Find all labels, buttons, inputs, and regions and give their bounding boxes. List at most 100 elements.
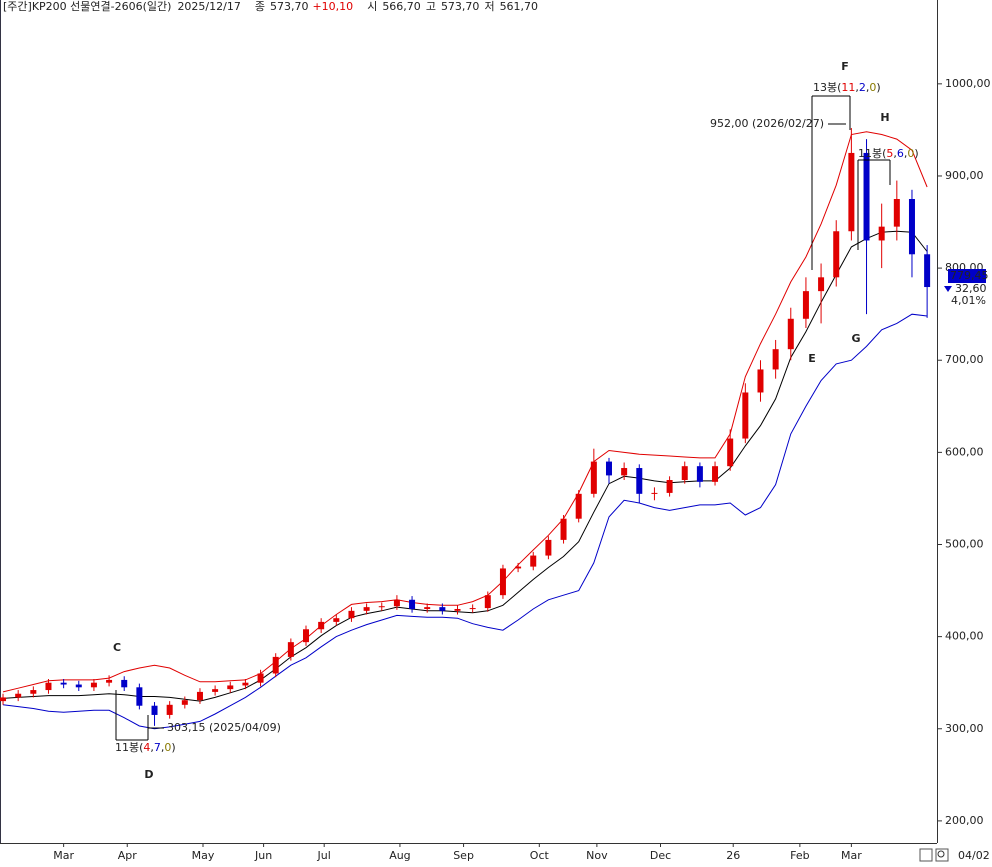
x-tick-label: Jul xyxy=(317,849,331,862)
header-low-label: 저 xyxy=(484,0,494,13)
extreme-label: 952,00 (2026/02/27) xyxy=(710,117,824,130)
candle-body xyxy=(484,595,491,609)
candle-body xyxy=(333,618,340,622)
x-tick-label: Mar xyxy=(53,849,74,862)
candle-body xyxy=(712,466,719,482)
header-date: 2025/12/17 xyxy=(177,0,240,13)
x-tick-label: Nov xyxy=(586,849,608,862)
candle-body xyxy=(560,518,567,540)
x-tick-label: Sep xyxy=(453,849,474,862)
y-tick-label: 1000,00 xyxy=(945,77,991,90)
y-tick-label: 900,00 xyxy=(945,169,984,182)
y-tick-label: 400,00 xyxy=(945,630,984,643)
candle-body xyxy=(681,466,688,481)
range-label-part: , xyxy=(150,741,154,754)
candle-body xyxy=(454,608,461,611)
candle-body xyxy=(409,599,416,609)
candle-body xyxy=(696,466,703,482)
candle-body xyxy=(575,493,582,519)
candle-body xyxy=(393,599,400,607)
x-tick-label: Feb xyxy=(790,849,809,862)
candle-body xyxy=(651,492,658,494)
last-change: 32,60 xyxy=(955,282,987,295)
range-label-part: ) xyxy=(914,147,918,160)
y-tick-label: 700,00 xyxy=(945,353,984,366)
candle-body xyxy=(469,608,476,610)
pattern-letter: G xyxy=(851,332,860,345)
candle-body xyxy=(893,199,900,227)
x-tick-label: May xyxy=(192,849,215,862)
candle-body xyxy=(287,642,294,657)
candle-body xyxy=(727,438,734,467)
candle-body xyxy=(257,673,264,683)
candle-body xyxy=(181,700,188,705)
header-close: 573,70 xyxy=(270,0,309,13)
range-label: 13봉(11,2,0) xyxy=(813,81,881,94)
header: [주간]KP200 선물연결-2606(일간) 2025/12/17 종 573,70… xyxy=(3,0,538,13)
x-tick-label: Apr xyxy=(118,849,138,862)
icon-button[interactable] xyxy=(919,848,933,862)
candle-body xyxy=(621,468,628,476)
candle-body xyxy=(848,152,855,232)
header-high: 573,70 xyxy=(441,0,480,13)
candle-body xyxy=(303,629,310,643)
candle-body xyxy=(90,682,97,688)
candle-body xyxy=(545,539,552,556)
x-tick-label: Oct xyxy=(530,849,550,862)
candle-body xyxy=(590,461,597,494)
x-tick-label: Mar xyxy=(841,849,862,862)
header-close-label: 종 xyxy=(255,0,265,13)
range-label: 11봉(5,6,0) xyxy=(858,147,919,160)
last-price-box xyxy=(948,269,986,283)
range-label-part: 0 xyxy=(164,741,171,754)
range-label-part: 6 xyxy=(897,147,904,160)
header-high-label: 고 xyxy=(426,0,436,13)
candle-body xyxy=(348,610,355,619)
candle-body xyxy=(272,656,279,674)
candle-body xyxy=(802,291,809,319)
candle-body xyxy=(515,566,522,569)
candle-body xyxy=(924,254,931,288)
candle-body xyxy=(0,697,7,702)
range-label-part: 7 xyxy=(154,741,161,754)
band-line xyxy=(2,230,928,702)
candle-body xyxy=(787,318,794,350)
candle-body xyxy=(742,392,749,439)
candle-body xyxy=(530,555,537,567)
candle-body xyxy=(121,679,128,688)
range-label-part: 2 xyxy=(859,81,866,94)
range-label-part: 0 xyxy=(869,81,876,94)
range-label-part: ) xyxy=(876,81,880,94)
pattern-letter: F xyxy=(841,60,849,73)
range-label-part: 0 xyxy=(907,147,914,160)
band-line xyxy=(2,131,928,693)
y-tick-label: 200,00 xyxy=(945,814,984,827)
x-tick-label: 26 xyxy=(726,849,740,862)
range-label-part: 5 xyxy=(886,147,893,160)
pattern-letter: D xyxy=(144,768,153,781)
candle-body xyxy=(833,231,840,278)
candle-body xyxy=(318,621,325,630)
candle-body xyxy=(818,277,825,292)
range-label-part: 13봉( xyxy=(813,81,841,94)
header-change: +10,10 xyxy=(312,0,353,13)
range-label-part: ) xyxy=(171,741,175,754)
extreme-label: 303,15 (2025/04/09) xyxy=(167,721,281,734)
range-label-part: , xyxy=(866,81,870,94)
range-label-part: , xyxy=(855,81,859,94)
candle-body xyxy=(757,369,764,393)
toolbar-icons xyxy=(919,848,949,862)
candle-body xyxy=(15,693,22,698)
candle-body xyxy=(227,685,234,690)
y-tick-label: 500,00 xyxy=(945,537,984,550)
down-arrow xyxy=(944,286,952,292)
candle-body xyxy=(196,691,203,701)
candle-body xyxy=(772,349,779,370)
last-price: 779,45 xyxy=(950,269,989,282)
header-open-label: 시 xyxy=(367,0,377,13)
candle-body xyxy=(212,689,219,692)
range-label-part: 11봉( xyxy=(858,147,886,160)
candle-body xyxy=(666,480,673,493)
